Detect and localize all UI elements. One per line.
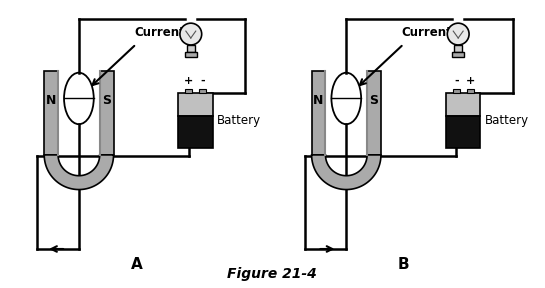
Text: -: - — [454, 75, 458, 86]
Bar — [446, 116, 481, 148]
Text: S: S — [370, 94, 379, 107]
Text: B: B — [398, 257, 409, 272]
Bar — [453, 88, 459, 94]
Text: +: + — [465, 75, 475, 86]
Bar — [178, 116, 213, 148]
Bar — [452, 52, 464, 57]
Bar — [312, 71, 325, 155]
Bar — [454, 45, 462, 52]
Text: S: S — [102, 94, 111, 107]
Bar — [367, 71, 381, 155]
Bar — [199, 88, 206, 94]
Polygon shape — [312, 155, 381, 190]
Text: -: - — [201, 75, 205, 86]
Circle shape — [180, 23, 202, 45]
Bar — [185, 88, 192, 94]
Text: Figure 21-4: Figure 21-4 — [227, 267, 317, 281]
Polygon shape — [44, 155, 113, 190]
Bar — [44, 71, 58, 155]
Circle shape — [447, 23, 469, 45]
Bar — [185, 52, 197, 57]
Text: Battery: Battery — [217, 114, 261, 127]
Text: A: A — [130, 257, 142, 272]
Text: Current: Current — [402, 26, 452, 39]
Bar — [100, 71, 113, 155]
Text: +: + — [184, 75, 193, 86]
Bar — [446, 94, 481, 116]
Text: N: N — [313, 94, 324, 107]
Bar — [178, 94, 213, 116]
Bar — [467, 88, 474, 94]
Text: N: N — [46, 94, 56, 107]
Text: Current: Current — [135, 26, 185, 39]
Bar — [187, 45, 195, 52]
Text: Battery: Battery — [485, 114, 529, 127]
